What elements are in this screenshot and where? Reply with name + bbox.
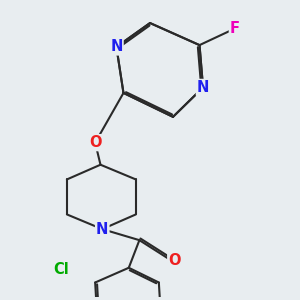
Text: F: F bbox=[230, 21, 240, 36]
Text: O: O bbox=[168, 253, 181, 268]
Text: O: O bbox=[89, 135, 101, 150]
Text: N: N bbox=[197, 80, 209, 95]
Text: Cl: Cl bbox=[54, 262, 70, 277]
Text: N: N bbox=[110, 39, 123, 54]
Text: N: N bbox=[96, 222, 108, 237]
